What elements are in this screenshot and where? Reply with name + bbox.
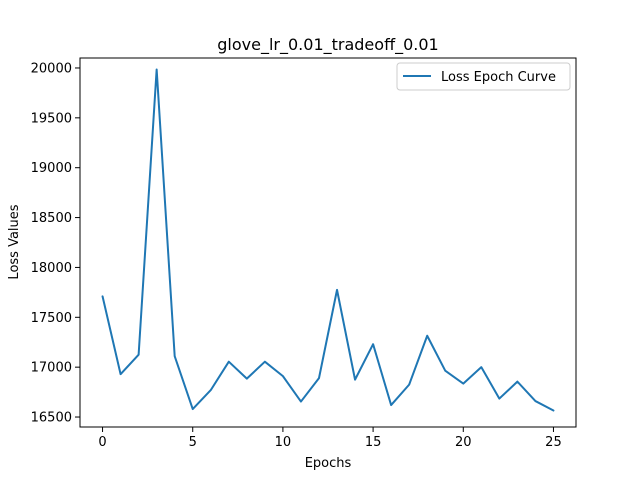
x-tick-label: 25 xyxy=(545,435,562,450)
y-tick-label: 19500 xyxy=(31,111,72,126)
series-line-0 xyxy=(101,68,555,412)
y-tick-label: 18500 xyxy=(31,211,72,226)
chart-title: glove_lr_0.01_tradeoff_0.01 xyxy=(217,35,438,55)
legend-label: Loss Epoch Curve xyxy=(441,70,556,85)
x-tick-label: 0 xyxy=(98,435,106,450)
axes-frame xyxy=(79,57,577,428)
legend-box xyxy=(396,62,571,91)
x-tick-label: 15 xyxy=(365,435,382,450)
y-tick-label: 17000 xyxy=(31,361,72,376)
y-tick-label: 18000 xyxy=(31,261,72,276)
x-axis-label: Epochs xyxy=(305,456,352,471)
legend: Loss Epoch Curve xyxy=(396,62,571,91)
y-tick-label: 20000 xyxy=(31,61,72,76)
x-tick-label: 20 xyxy=(455,435,472,450)
plot-area: 0 5 10 15 20 25 16500 17000 17500 18000 18500 19000… xyxy=(31,57,577,450)
x-tick-label: 10 xyxy=(275,435,292,450)
x-tick-label: 5 xyxy=(189,435,197,450)
y-tick-label: 17500 xyxy=(31,311,72,326)
y-tick-label: 16500 xyxy=(31,411,72,426)
y-tick-label: 19000 xyxy=(31,161,72,176)
y-axis-label: Loss Values xyxy=(7,204,22,279)
